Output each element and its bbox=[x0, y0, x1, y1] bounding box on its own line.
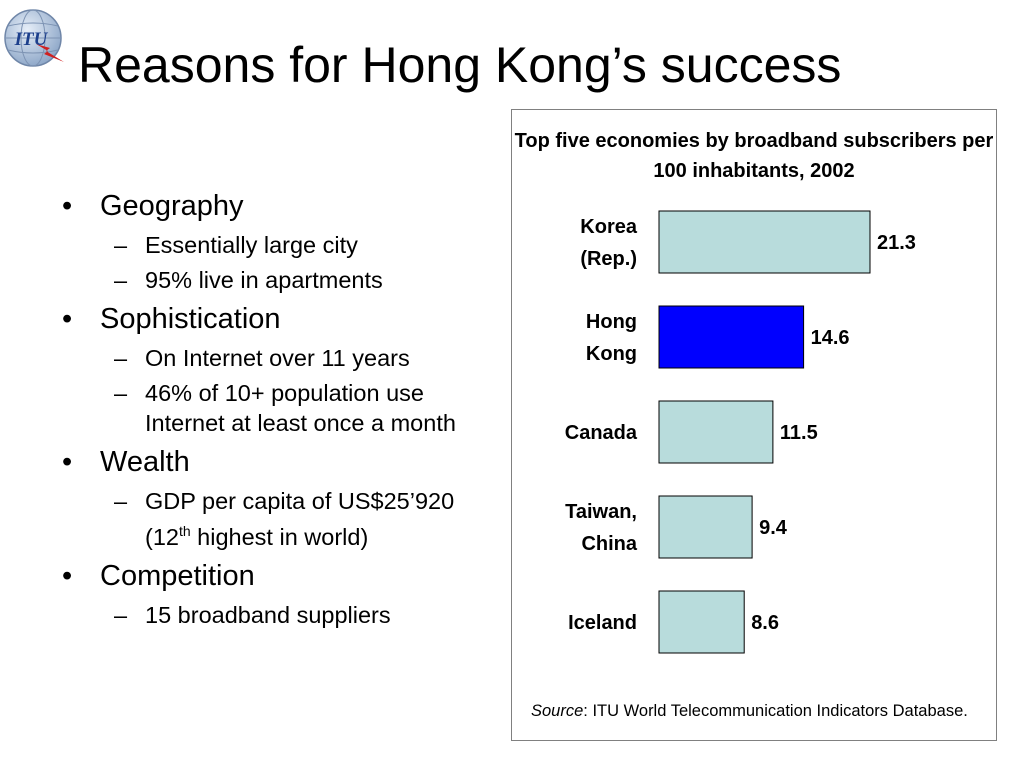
category-label: Canada bbox=[565, 422, 638, 444]
sub-bullet-text: On Internet over 11 years bbox=[145, 345, 410, 371]
bullet-text: Wealth bbox=[100, 446, 190, 478]
source-note: Source: ITU World Telecommunication Indi… bbox=[531, 699, 971, 723]
sub-bullet-text: highest in world) bbox=[190, 523, 369, 550]
bullet-marker: • bbox=[62, 190, 73, 222]
sub-bullet-list: – On Internet over 11 years –46% of 10+ po… bbox=[62, 343, 502, 438]
source-text: : ITU World Telecommunication Indicators… bbox=[583, 702, 968, 720]
bullet-marker: • bbox=[62, 559, 73, 592]
bar bbox=[658, 590, 745, 654]
bullet-item: • Sophistication bbox=[62, 300, 502, 338]
sub-bullet-item: –95% live in apartments bbox=[62, 265, 502, 295]
bullet-marker: • bbox=[62, 446, 73, 478]
sub-bullet-list: – Essentially large city –95% live in apar… bbox=[62, 230, 502, 295]
sub-bullet-text: GDP per capita of US$25’920 (12 bbox=[145, 488, 455, 550]
sub-bullet-text: 46% of 10+ population use Internet at le… bbox=[145, 380, 456, 436]
sub-bullet-text: Essentially large city bbox=[145, 232, 358, 258]
bullet-text: Competition bbox=[100, 559, 255, 592]
sub-bullet-item: – Essentially large city bbox=[62, 230, 502, 260]
sub-bullet-item: – GDP per capita of US$25’920 (12th highe… bbox=[62, 486, 502, 552]
bar-chart: Korea (Rep.) 21.3 Hong Kong 14.6 Canada 11.5 Tai… bbox=[565, 210, 916, 654]
data-label: 14.6 bbox=[811, 327, 850, 349]
sub-bullet-item: –46% of 10+ population use Internet at l… bbox=[62, 378, 502, 438]
category-label: Korea bbox=[580, 216, 638, 238]
itu-logo: ITU bbox=[4, 9, 64, 67]
category-label: Iceland bbox=[568, 612, 637, 634]
dash-marker: – bbox=[114, 601, 128, 628]
dash-marker: – bbox=[114, 232, 128, 258]
sub-bullet-text: 95% live in apartments bbox=[145, 267, 383, 293]
category-label: China bbox=[581, 533, 637, 555]
dash-marker: – bbox=[114, 345, 128, 371]
data-label: 9.4 bbox=[759, 517, 788, 539]
bullet-item: • Geography bbox=[62, 187, 502, 225]
category-label: Kong bbox=[586, 343, 637, 365]
source-label: Source bbox=[531, 702, 584, 720]
bullet-marker: • bbox=[62, 303, 73, 335]
dash-marker: – bbox=[114, 267, 128, 293]
bar bbox=[658, 400, 774, 464]
sub-bullet-list: – GDP per capita of US$25’920 (12th highe… bbox=[62, 486, 502, 552]
chart-title: Top five economies by broadband subscrib… bbox=[514, 130, 994, 182]
dash-marker: – bbox=[114, 380, 128, 406]
page-title: Reasons for Hong Kong’s success bbox=[78, 37, 842, 93]
bullet-item: • Competition bbox=[62, 557, 502, 595]
bullet-item: • Wealth bbox=[62, 443, 502, 481]
category-label: Hong bbox=[586, 311, 637, 333]
category-label: Taiwan, bbox=[565, 501, 637, 523]
ordinal-superscript: th bbox=[178, 523, 191, 539]
bullet-text: Sophistication bbox=[100, 303, 281, 335]
data-label: 8.6 bbox=[751, 612, 779, 634]
data-label: 11.5 bbox=[780, 422, 818, 444]
data-label: 21.3 bbox=[877, 232, 916, 254]
sub-bullet-text: 15 broadband suppliers bbox=[145, 601, 391, 628]
chart-panel: Top five economies by broadband subscrib… bbox=[511, 109, 997, 741]
category-label: (Rep.) bbox=[580, 248, 637, 270]
sub-bullet-list: –15 broadband suppliers bbox=[62, 600, 502, 630]
bar bbox=[658, 495, 753, 559]
bullet-text: Geography bbox=[100, 190, 244, 222]
bar bbox=[658, 305, 805, 369]
sub-bullet-item: – On Internet over 11 years bbox=[62, 343, 502, 373]
sub-bullet-item: –15 broadband suppliers bbox=[62, 600, 502, 630]
bar bbox=[658, 210, 871, 274]
dash-marker: – bbox=[114, 488, 128, 514]
bullet-list: • Geography – Essentially large city –95% li… bbox=[62, 182, 502, 630]
logo-text: ITU bbox=[14, 29, 49, 50]
